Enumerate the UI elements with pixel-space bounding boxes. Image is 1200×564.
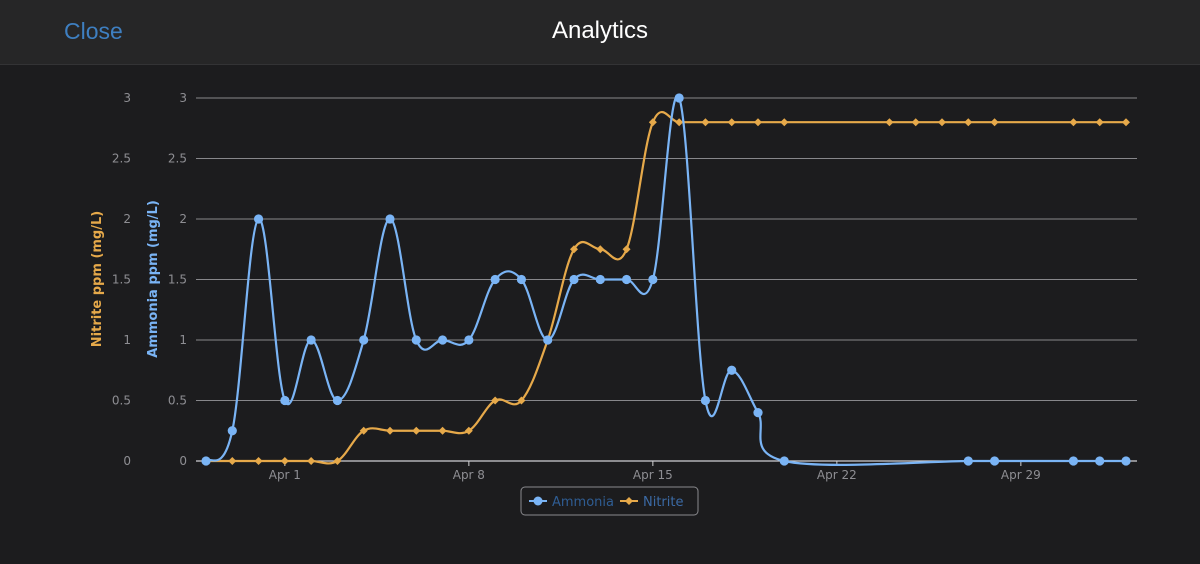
navigation-bar: Close Analytics: [0, 0, 1200, 65]
nitrite-point: [701, 118, 710, 127]
nitrite-point: [359, 426, 368, 435]
x-tick-label: Apr 15: [633, 468, 673, 482]
nitrite-point: [675, 118, 684, 127]
nitrite-point: [464, 426, 473, 435]
page-title: Analytics: [551, 17, 649, 44]
grid-lines: [196, 97, 1137, 401]
y-tick-label-inner: 2.5: [168, 152, 187, 166]
ammonia-point: [306, 335, 316, 345]
ammonia-point: [227, 426, 237, 436]
ammonia-point: [621, 274, 632, 285]
y-tick-label-inner: 0.5: [168, 394, 187, 408]
ammonia-point: [1068, 456, 1079, 466]
ammonia-point: [359, 335, 369, 345]
series-nitrite: [202, 111, 1130, 465]
nitrite-point: [570, 245, 578, 254]
nitrite-point: [964, 118, 973, 127]
y-tick-label-outer: 2.5: [112, 152, 131, 166]
y-tick-label-inner: 0: [179, 454, 187, 468]
x-tick-label: Apr 29: [1001, 468, 1041, 482]
ammonia-point: [700, 395, 711, 406]
ammonia-point: [253, 214, 264, 224]
nitrite-point: [254, 457, 263, 465]
nitrite-point: [438, 426, 447, 435]
y-tick-label-inner: 1: [179, 333, 187, 347]
y-tick-label-outer: 1.5: [112, 273, 131, 287]
ammonia-point: [963, 456, 973, 466]
ammonia-point: [385, 214, 395, 224]
ammonia-line: [205, 94, 1126, 466]
legend-label: Ammonia: [552, 495, 614, 510]
ammonia-point: [989, 456, 1000, 466]
nitrite-point: [491, 396, 500, 405]
nitrite-point: [938, 118, 946, 127]
legend-item-ammonia[interactable]: Ammonia: [529, 495, 614, 510]
y-tick-label-inner: 3: [179, 91, 187, 105]
ammonia-point: [779, 456, 789, 466]
legend-label: Nitrite: [643, 495, 684, 510]
x-tick-label: Apr 22: [817, 468, 857, 482]
y-tick-label-outer: 0.5: [112, 394, 131, 408]
ammonia-point: [280, 395, 290, 406]
nitrite-point: [412, 426, 421, 435]
legend-box: [520, 486, 699, 516]
nitrite-point: [1122, 118, 1130, 127]
ammonia-point: [543, 335, 553, 345]
y-tick-label-outer: 2: [123, 212, 131, 226]
series-ammonia: [201, 93, 1131, 466]
axes: 0 0 0.5 0.5 1 1 1.5 1.5 2 2 2.5 2.5 3 3 Apr 1 Apr 8 Apr …: [90, 91, 1137, 482]
ammonia-point: [595, 274, 605, 285]
ammonia-point: [1095, 456, 1105, 466]
ammonia-point: [674, 93, 684, 103]
ammonia-point: [753, 408, 763, 418]
ammonia-point: [411, 335, 421, 345]
series-lines: [201, 93, 1131, 466]
ammonia-point: [201, 456, 211, 466]
nitrite-point: [727, 118, 736, 127]
nitrite-point: [622, 245, 631, 254]
nitrite-point: [885, 118, 894, 127]
y-tick-label-outer: 1: [123, 333, 131, 347]
ammonia-point: [727, 365, 737, 375]
close-button[interactable]: Close: [64, 18, 123, 44]
nitrite-point: [307, 457, 316, 465]
ammonia-point: [332, 395, 343, 406]
nitrite-point: [1069, 118, 1078, 127]
nitrite-point: [280, 457, 289, 465]
y-tick-label-outer: 3: [123, 91, 131, 105]
legend[interactable]: Ammonia Nitrite: [520, 486, 699, 516]
ammonia-point: [1121, 456, 1131, 466]
nitrite-point: [780, 118, 789, 127]
ammonia-point: [516, 274, 527, 285]
y-axis-title-nitrite: Nitrite ppm (mg/L): [90, 211, 105, 347]
nitrite-point: [517, 396, 526, 405]
y-tick-label-inner: 1.5: [168, 273, 187, 287]
nitrite-point: [333, 457, 342, 465]
nitrite-point: [228, 457, 237, 465]
legend-marker: [625, 497, 633, 505]
legend-marker: [533, 496, 543, 506]
y-tick-label-outer: 0: [123, 454, 131, 468]
nitrite-point: [648, 118, 657, 127]
y-axis-title-ammonia: Ammonia ppm (mg/L): [146, 200, 161, 358]
y-tick-label-inner: 2: [179, 212, 187, 226]
nitrite-point: [596, 245, 605, 254]
nitrite-point: [386, 426, 394, 435]
nitrite-point: [754, 118, 762, 127]
nitrite-point: [1095, 118, 1104, 127]
ammonia-point: [569, 274, 579, 285]
ammonia-point: [464, 335, 474, 345]
legend-item-nitrite[interactable]: Nitrite: [620, 495, 684, 510]
nitrite-point: [911, 118, 920, 127]
nitrite-point: [990, 118, 999, 127]
ammonia-point: [490, 274, 500, 285]
ammonia-point: [648, 274, 658, 285]
analytics-chart: 0 0 0.5 0.5 1 1 1.5 1.5 2 2 2.5 2.5 3 3 Apr 1 Apr 8 Apr …: [90, 91, 1137, 516]
x-tick-label: Apr 8: [453, 468, 485, 482]
ammonia-point: [437, 335, 448, 345]
x-tick-label: Apr 1: [269, 468, 301, 482]
